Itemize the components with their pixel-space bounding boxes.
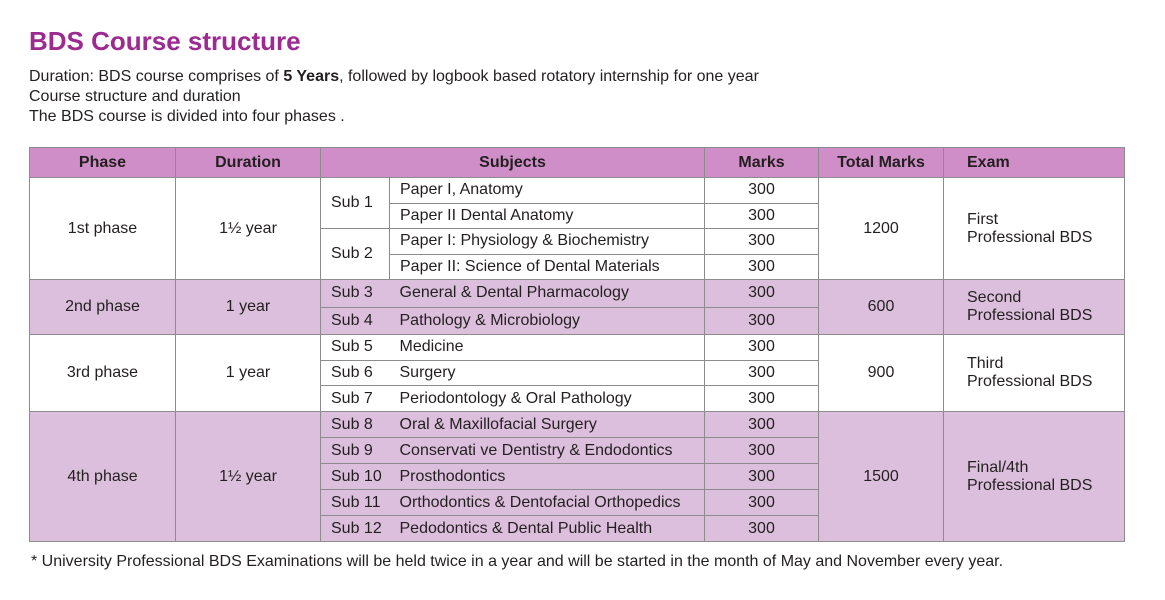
duration-cell: 1½ year — [175, 411, 321, 543]
table-row: Sub 10 Prosthodontics 300 — [30, 463, 1125, 491]
marks-cell: 300 — [704, 489, 819, 517]
header-cell: Subjects — [320, 147, 705, 178]
phase-cell: 1st phase — [29, 177, 176, 280]
subject-cell: Paper II: Science of Dental Materials — [389, 253, 705, 280]
marks-cell: 300 — [704, 411, 819, 439]
exam-line: Third — [967, 355, 1004, 373]
subject-cell: General & Dental Pharmacology — [389, 279, 705, 308]
exam-cell: Final/4th Professional BDS — [943, 411, 1125, 543]
header-row: Phase Duration Subjects Marks Total Marks Exa… — [29, 147, 1125, 178]
subject-cell: Pedodontics & Dental Public Health — [389, 515, 705, 543]
total-marks-cell: 1200 — [818, 177, 944, 280]
subject-cell: Orthodontics & Dentofacial Orthopedics — [389, 489, 705, 517]
total-marks-cell: 600 — [818, 279, 944, 335]
text: Duration: BDS course comprises of — [29, 68, 284, 85]
table-row: Sub 7 Periodontology & Oral Pathology 300 — [30, 385, 1125, 413]
subject-cell: Paper I: Physiology & Biochemistry — [389, 228, 705, 255]
table-row: Paper II: Science of Dental Materials 300 — [30, 253, 1125, 280]
marks-cell: 300 — [704, 515, 819, 543]
exam-line: Professional BDS — [967, 476, 1093, 494]
exam-line: Second — [967, 289, 1022, 306]
exam-cell: Third Professional BDS — [943, 333, 1125, 413]
exam-line: Final/4th — [967, 458, 1029, 476]
sub-cell: Sub 2 — [320, 228, 390, 280]
table-row: 3rd phase 1 year Sub 5 Medicine 300 900 Third P… — [29, 333, 1125, 413]
header-cell: Marks — [704, 147, 819, 178]
subject-cell: Conservati ve Dentistry & Endodontics — [389, 437, 705, 465]
table-row: Sub 9 Conservati ve Dentistry & Endodonti… — [30, 437, 1125, 465]
header-cell: Phase — [29, 147, 176, 178]
sub-cell: Sub 10 — [320, 463, 390, 491]
sub-cell: Sub 11 — [320, 489, 390, 517]
intro-line: Course structure and duration — [29, 88, 241, 105]
table-row: Sub 6 Surgery 300 — [30, 359, 1125, 387]
marks-cell: 300 — [704, 306, 819, 335]
exam-line: Professional BDS — [967, 228, 1093, 246]
header-cell: Exam — [943, 147, 1125, 178]
intro-line: Duration: BDS course comprises of 5 Year… — [29, 68, 759, 86]
marks-cell: 300 — [704, 385, 819, 413]
exam-cell: Second Professional BDS — [943, 279, 1125, 335]
sub-cell: Sub 9 — [320, 437, 390, 465]
table-row: Paper II Dental Anatomy 300 — [30, 202, 1125, 229]
marks-cell: 300 — [704, 359, 819, 387]
course-table: Phase Duration Subjects Marks Total Marks Exa… — [29, 147, 1125, 543]
bold-text: 5 Years — [283, 68, 340, 85]
phase-cell: 4th phase — [29, 411, 176, 543]
sub-cell: Sub 7 — [320, 385, 390, 413]
marks-cell: 300 — [704, 177, 819, 204]
exam-line: First — [967, 210, 999, 228]
marks-cell: 300 — [704, 437, 819, 465]
phase-cell: 3rd phase — [29, 333, 176, 413]
table-row: Sub 12 Pedodontics & Dental Public Health… — [30, 515, 1125, 543]
sub-cell: Sub 6 — [320, 359, 390, 387]
sub-cell: Sub 8 — [320, 411, 390, 439]
sub-cell: Sub 3 — [320, 279, 390, 308]
text: , followed by logbook based rotatory int… — [339, 68, 759, 85]
subject-cell: Prosthodontics — [389, 463, 705, 491]
duration-cell: 1 year — [175, 333, 321, 413]
exam-cell: First Professional BDS — [943, 177, 1125, 280]
subject-cell: Periodontology & Oral Pathology — [389, 385, 705, 413]
exam-line: Professional BDS — [967, 373, 1093, 391]
header-cell: Duration — [175, 147, 321, 178]
sub-cell: Sub 4 — [320, 306, 390, 335]
table-row: 2nd phase 1 year Sub 3 General & Dental Pha… — [29, 279, 1125, 335]
table-row: 4th phase 1½ year Sub 8 Oral & Maxillofacia… — [29, 411, 1125, 543]
title: BDS Course structure — [29, 26, 301, 56]
marks-cell: 300 — [704, 463, 819, 491]
duration-cell: 1½ year — [175, 177, 321, 280]
phase-cell: 2nd phase — [29, 279, 176, 335]
subject-cell: Surgery — [389, 359, 705, 387]
sub-cell: Sub 1 — [320, 177, 390, 229]
table-row: Sub 11 Orthodontics & Dentofacial Orthope… — [30, 489, 1125, 517]
table-row: Sub 4 Pathology & Microbiology 300 — [30, 306, 1125, 335]
exam-line: Professional BDS — [967, 307, 1093, 324]
marks-cell: 300 — [704, 253, 819, 280]
subject-cell: Oral & Maxillofacial Surgery — [389, 411, 705, 439]
sub-cell: Sub 5 — [320, 334, 390, 361]
subject-cell: Paper II Dental Anatomy — [389, 202, 705, 229]
marks-cell: 300 — [704, 228, 819, 255]
marks-cell: 300 — [704, 334, 819, 361]
subject-cell: Paper I, Anatomy — [389, 177, 705, 204]
subject-cell: Medicine — [389, 334, 705, 361]
sub-cell: Sub 12 — [320, 515, 390, 543]
total-marks-cell: 1500 — [818, 411, 944, 543]
intro-line: The BDS course is divided into four phas… — [29, 108, 345, 125]
marks-cell: 300 — [704, 202, 819, 229]
header-cell: Total Marks — [818, 147, 944, 178]
footnote: * University Professional BDS Examinatio… — [31, 553, 1004, 570]
table-row: 1st phase 1½ year Sub 1 Paper I, Anatomy 300… — [29, 177, 1125, 280]
total-marks-cell: 900 — [818, 333, 944, 413]
subject-cell: Pathology & Microbiology — [389, 306, 705, 335]
marks-cell: 300 — [704, 279, 819, 308]
duration-cell: 1 year — [175, 279, 321, 335]
